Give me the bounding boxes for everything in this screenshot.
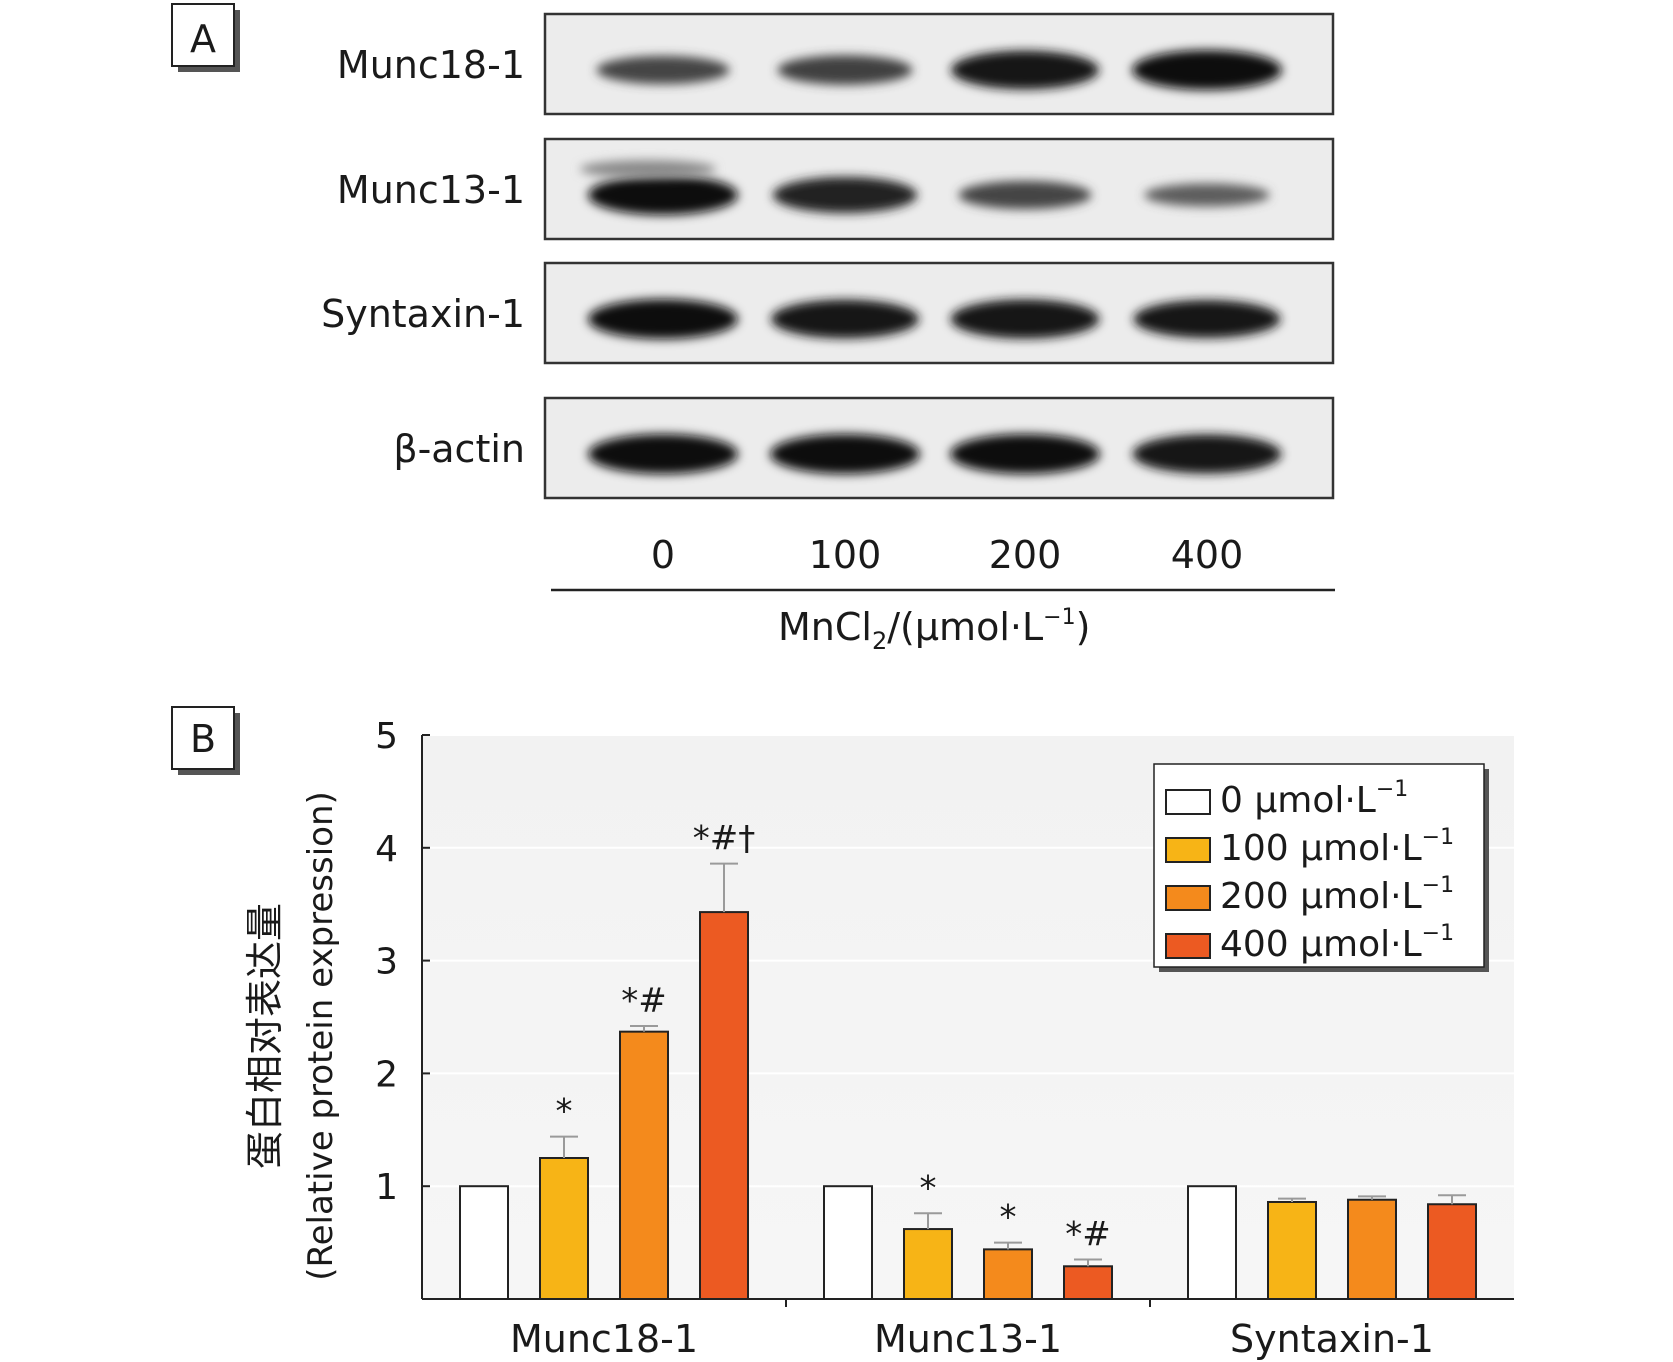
panel-b-label-text: B: [190, 717, 216, 761]
blot-label: Syntaxin-1: [321, 292, 525, 336]
legend-label: 100 μmol·L−1: [1220, 825, 1454, 869]
western-blots: Munc18-1 Munc13-1 Syntaxin-1 β-actin: [321, 12, 1335, 500]
bar: [1063, 1265, 1113, 1300]
bar: [903, 1228, 953, 1300]
bar: [823, 1185, 873, 1300]
panel-a-label-text: A: [190, 17, 216, 61]
blot-band: [950, 434, 1100, 474]
significance-label: *: [920, 1168, 937, 1208]
blot-upper-band: [579, 160, 717, 178]
lane-label: 200: [989, 533, 1062, 577]
y-axis-label-cn: 蛋白相对表达量: [243, 903, 287, 1169]
blot-label: Munc18-1: [337, 43, 525, 87]
blot-band: [772, 176, 918, 214]
blot-band: [588, 434, 738, 474]
blot-label: Munc13-1: [337, 168, 525, 212]
bar: [699, 911, 749, 1300]
y-tick-label: 3: [375, 942, 398, 983]
legend-item: 0 μmol·L−1: [1165, 777, 1408, 821]
y-tick-label: 5: [375, 716, 398, 757]
bar: [1427, 1203, 1477, 1301]
y-tick-label: 4: [375, 829, 398, 870]
bar: [1267, 1200, 1317, 1300]
bar-group-munc18-1: * *# *#†: [459, 819, 756, 1300]
y-tick-label: 2: [375, 1054, 398, 1095]
bars: * *# *#† * * *#: [459, 819, 1477, 1301]
blot-band: [950, 50, 1100, 90]
legend-item: 200 μmol·L−1: [1165, 873, 1454, 917]
bar: [1347, 1198, 1397, 1300]
legend-label: 200 μmol·L−1: [1220, 873, 1454, 917]
panel-a-xlabel: MnCl2/(μmol·L−1): [778, 605, 1090, 655]
blot-band: [958, 180, 1092, 210]
blot-band: [596, 55, 730, 85]
y-ticks: 1 2 3 4 5: [375, 716, 430, 1208]
legend-item: 100 μmol·L−1: [1165, 825, 1454, 869]
significance-label: *: [1000, 1198, 1017, 1238]
blot-band: [770, 434, 920, 474]
blot-band: [770, 299, 920, 339]
blot-label: β-actin: [393, 427, 525, 471]
significance-label: *#†: [693, 819, 756, 859]
blot-syntaxin1: Syntaxin-1: [321, 261, 1335, 365]
x-ticks: Munc18-1 Munc13-1 Syntaxin-1: [510, 1299, 1434, 1361]
y-axis-label-en: (Relative protein expression): [301, 791, 341, 1281]
legend-item: 400 μmol·L−1: [1165, 921, 1454, 965]
blot-actin: β-actin: [393, 396, 1335, 500]
legend-swatch: [1165, 885, 1211, 911]
legend-swatch: [1165, 789, 1211, 815]
blot-band: [588, 299, 738, 339]
bar-group-munc13-1: * * *#: [823, 1168, 1113, 1301]
bar: [1187, 1185, 1237, 1300]
lane-label: 400: [1171, 533, 1244, 577]
legend-label: 400 μmol·L−1: [1220, 921, 1454, 965]
legend-label: 0 μmol·L−1: [1220, 777, 1408, 821]
blot-munc131: Munc13-1: [337, 137, 1335, 241]
x-tick-label: Munc18-1: [510, 1317, 698, 1361]
legend-swatch: [1165, 837, 1211, 863]
blot-munc181: Munc18-1: [337, 12, 1335, 116]
blot-band: [1132, 434, 1282, 474]
lane-label: 0: [651, 533, 675, 577]
bar: [983, 1248, 1033, 1301]
blot-band: [950, 299, 1100, 339]
blot-band: [1132, 50, 1282, 90]
panel-b-label: B: [171, 706, 240, 775]
bar: [459, 1185, 509, 1300]
blot-band: [1144, 183, 1270, 207]
panel-b: B * *# *#† * * *# 1 2 3 4 5 Munc18-1 Munc13-1 Synta…: [171, 706, 1514, 1361]
x-tick-label: Munc13-1: [874, 1317, 1062, 1361]
bar: [619, 1030, 669, 1300]
y-tick-label: 1: [375, 1167, 398, 1208]
bar-group-syntaxin-1: [1187, 1185, 1477, 1301]
legend-swatch: [1165, 933, 1211, 959]
x-tick-label: Syntaxin-1: [1230, 1317, 1434, 1361]
blot-band: [777, 55, 913, 85]
lane-labels: 0 100 200 400: [651, 533, 1243, 577]
significance-label: *#: [621, 981, 667, 1021]
significance-label: *#: [1065, 1215, 1111, 1255]
bar: [539, 1157, 589, 1300]
axes: [421, 735, 1514, 1300]
panel-a-label: A: [171, 3, 240, 72]
significance-label: *: [556, 1092, 573, 1132]
panel-a: A Munc18-1 Munc13-1 Syntaxin-1 β-actin 0 100…: [171, 3, 1335, 655]
blot-band: [588, 175, 738, 215]
blot-band: [1133, 300, 1281, 338]
lane-label: 100: [809, 533, 882, 577]
